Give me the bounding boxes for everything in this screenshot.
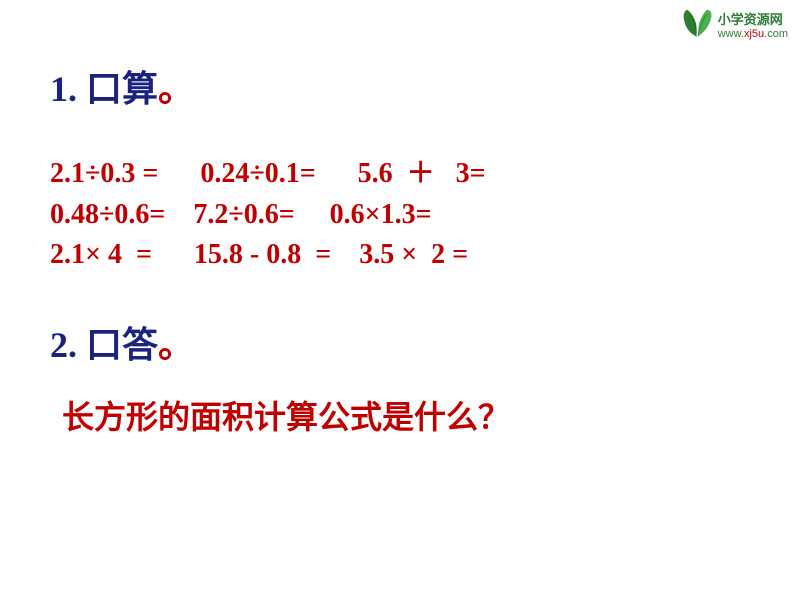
mental-math-problems: 2.1÷0.3 = 0.24÷0.1= 5.6 ＋ 3= 0.48÷0.6= 7… (50, 154, 760, 276)
section-1-number: 1 (50, 69, 68, 109)
section-2-title: 口答 (86, 325, 158, 365)
leaf-icon (680, 8, 716, 40)
section-2-period: 。 (158, 325, 194, 365)
problem-row-3: 2.1× 4 = 15.8 - 0.8 = 3.5 × 2 = (50, 239, 468, 270)
logo-url: www.xj5u.com (718, 28, 788, 40)
section-1-period: 。 (158, 69, 194, 109)
section-1-title: 口算 (86, 69, 158, 109)
site-logo: 小学资源网 www.xj5u.com (680, 8, 788, 40)
section-2-number: 2 (50, 325, 68, 365)
problem-row-2: 0.48÷0.6= 7.2÷0.6= 0.6×1.3= (50, 199, 432, 230)
slide-content: 1. 口算。 2.1÷0.3 = 0.24÷0.1= 5.6 ＋ 3= 0.48… (50, 60, 760, 438)
oral-answer-question: 长方形的面积计算公式是什么？ (62, 392, 760, 438)
section-2-heading: 2. 口答。 (50, 316, 760, 368)
problem-row-1: 2.1÷0.3 = 0.24÷0.1= 5.6 ＋ 3= (50, 158, 486, 189)
logo-title: 小学资源网 (718, 9, 788, 28)
section-1-heading: 1. 口算。 (50, 60, 760, 112)
